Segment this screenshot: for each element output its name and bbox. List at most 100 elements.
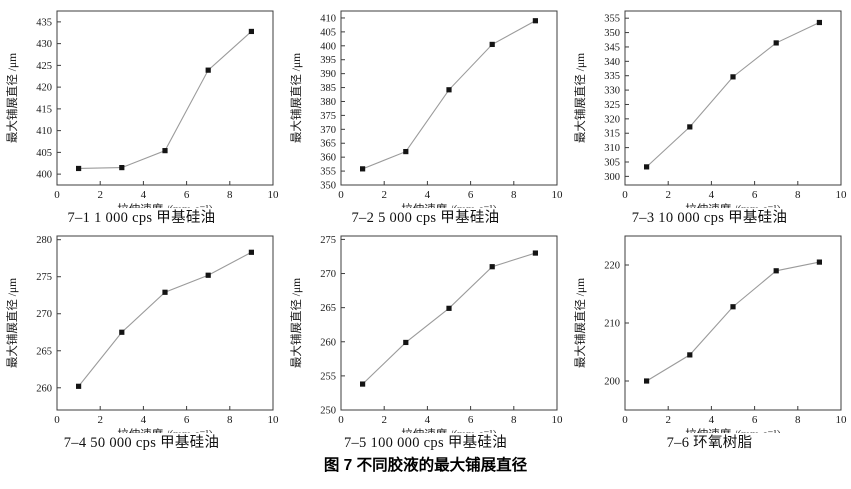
y-tick-label: 210: [604, 319, 620, 330]
x-axis-label: 拉伸速度 /(mm·s⁻¹): [117, 427, 213, 433]
x-tick-label: 0: [622, 189, 628, 201]
y-tick-label: 350: [604, 28, 620, 39]
x-tick-label: 4: [709, 189, 715, 201]
y-tick-label: 385: [320, 83, 336, 94]
data-point-marker: [403, 148, 409, 155]
y-tick-label: 275: [320, 235, 336, 246]
data-point-marker: [489, 264, 495, 270]
y-tick-label: 315: [604, 129, 620, 140]
data-point-marker: [119, 329, 125, 335]
y-tick-label: 305: [604, 157, 620, 168]
y-tick-label: 415: [36, 104, 52, 115]
charts-grid: 4004054104154204254304350246810拉伸速度 /(mm…: [0, 2, 851, 452]
data-line: [78, 251, 252, 387]
x-tick-label: 6: [184, 414, 190, 426]
y-tick-label: 325: [604, 100, 620, 111]
chart-subtitle-7-4: 7–4 50 000 cps 甲基硅油: [63, 435, 220, 451]
data-point-marker: [403, 339, 409, 346]
y-tick-label: 320: [604, 114, 620, 125]
data-point-marker: [162, 289, 168, 295]
x-tick-label: 8: [511, 414, 517, 426]
data-point-marker: [773, 268, 779, 274]
data-point-marker: [360, 166, 366, 172]
data-point-marker: [730, 304, 736, 310]
y-tick-label: 410: [36, 126, 52, 137]
x-tick-label: 10: [836, 414, 848, 426]
y-tick-label: 425: [36, 61, 52, 72]
x-tick-label: 2: [665, 414, 671, 426]
data-point-marker: [687, 352, 693, 358]
y-tick-label: 370: [320, 125, 336, 136]
y-tick-label: 410: [320, 13, 336, 24]
chart-panel-7-5: 250 255 260 265 270 275 0 2 4 6 8 10 拉伸速度 /(mm·s⁻¹) 最…: [284, 227, 567, 452]
data-point-marker: [248, 249, 254, 255]
y-tick-label: 260: [36, 383, 52, 394]
y-tick-label: 430: [36, 39, 52, 50]
line-chart-7-2: 3503553603653703753803853903954004054100…: [289, 10, 564, 208]
plot-box: [624, 235, 842, 411]
y-tick-label: 330: [604, 86, 620, 97]
y-axis-label: 最大铺展直径 /μm: [573, 278, 587, 368]
plot-box: [624, 10, 842, 186]
y-axis-label: 最大铺展直径 /μm: [5, 278, 19, 368]
y-tick-label: 400: [36, 170, 52, 181]
y-tick-label: 255: [320, 371, 336, 382]
data-point-marker: [446, 87, 452, 93]
data-point-marker: [119, 165, 125, 171]
x-tick-label: 6: [468, 189, 474, 201]
x-tick-label: 8: [795, 189, 801, 201]
y-tick-label: 390: [320, 69, 336, 80]
chart-panel-7-6: 200 210 220 0 2 4 6 8 10 拉伸速度 /(mm·s⁻¹) 最大铺展直径 /μm…: [568, 227, 851, 452]
x-tick-label: 2: [381, 414, 387, 426]
data-line: [362, 20, 536, 170]
chart-subtitle-7-6: 7–6 环氧树脂: [666, 435, 753, 451]
data-point-marker: [532, 18, 538, 24]
x-tick-label: 6: [752, 189, 758, 201]
data-point-marker: [162, 148, 168, 154]
data-point-marker: [205, 272, 211, 278]
x-tick-label: 2: [381, 189, 387, 201]
y-tick-label: 220: [604, 261, 620, 272]
x-tick-label: 0: [338, 189, 344, 201]
y-axis-label: 最大铺展直径 /μm: [573, 53, 587, 143]
y-axis-label: 最大铺展直径 /μm: [5, 53, 19, 143]
plot-box: [340, 235, 558, 411]
chart-subtitle-7-3: 7–3 10 000 cps 甲基硅油: [631, 210, 788, 226]
y-tick-label: 350: [320, 181, 336, 192]
x-tick-label: 2: [665, 189, 671, 201]
data-point-marker: [446, 305, 452, 311]
x-tick-label: 2: [97, 189, 103, 201]
x-tick-label: 10: [836, 189, 848, 201]
x-tick-label: 4: [425, 414, 431, 426]
x-axis-label: 拉伸速度 /(mm·s⁻¹): [685, 427, 781, 433]
y-axis-label: 最大铺展直径 /μm: [289, 53, 303, 143]
figure-caption: 图 7 不同胶液的最大铺展直径: [323, 457, 528, 474]
x-tick-label: 6: [752, 414, 758, 426]
y-tick-label: 270: [320, 269, 336, 280]
data-point-marker: [532, 250, 538, 256]
plot-box: [56, 235, 274, 411]
y-tick-label: 355: [604, 14, 620, 25]
x-tick-label: 4: [141, 189, 147, 201]
x-axis-label: 拉伸速度 /(mm·s⁻¹): [117, 202, 213, 208]
line-chart-7-5: 250 255 260 265 270 275 0 2 4 6 8 10 拉伸速度 /(mm·s⁻¹) 最…: [289, 235, 563, 433]
data-point-marker: [205, 67, 211, 73]
plot-box: [340, 10, 558, 186]
x-tick-label: 10: [268, 189, 280, 201]
data-line: [362, 252, 536, 385]
x-axis-label: 拉伸速度 /(mm·s⁻¹): [685, 202, 781, 208]
y-tick-label: 355: [320, 167, 336, 178]
y-tick-label: 405: [36, 148, 52, 159]
data-point-marker: [773, 40, 779, 46]
x-tick-label: 4: [425, 189, 431, 201]
chart-subtitle-7-5: 7–5 100 000 cps 甲基硅油: [343, 435, 508, 451]
figure-7: 4004054104154204254304350246810拉伸速度 /(mm…: [0, 2, 851, 474]
x-tick-label: 10: [268, 414, 280, 426]
x-tick-label: 0: [54, 414, 60, 426]
x-tick-label: 10: [552, 189, 564, 201]
y-tick-label: 300: [604, 172, 620, 183]
y-tick-label: 375: [320, 111, 336, 122]
x-tick-label: 6: [184, 189, 190, 201]
x-tick-label: 0: [338, 414, 344, 426]
y-tick-label: 260: [320, 337, 336, 348]
